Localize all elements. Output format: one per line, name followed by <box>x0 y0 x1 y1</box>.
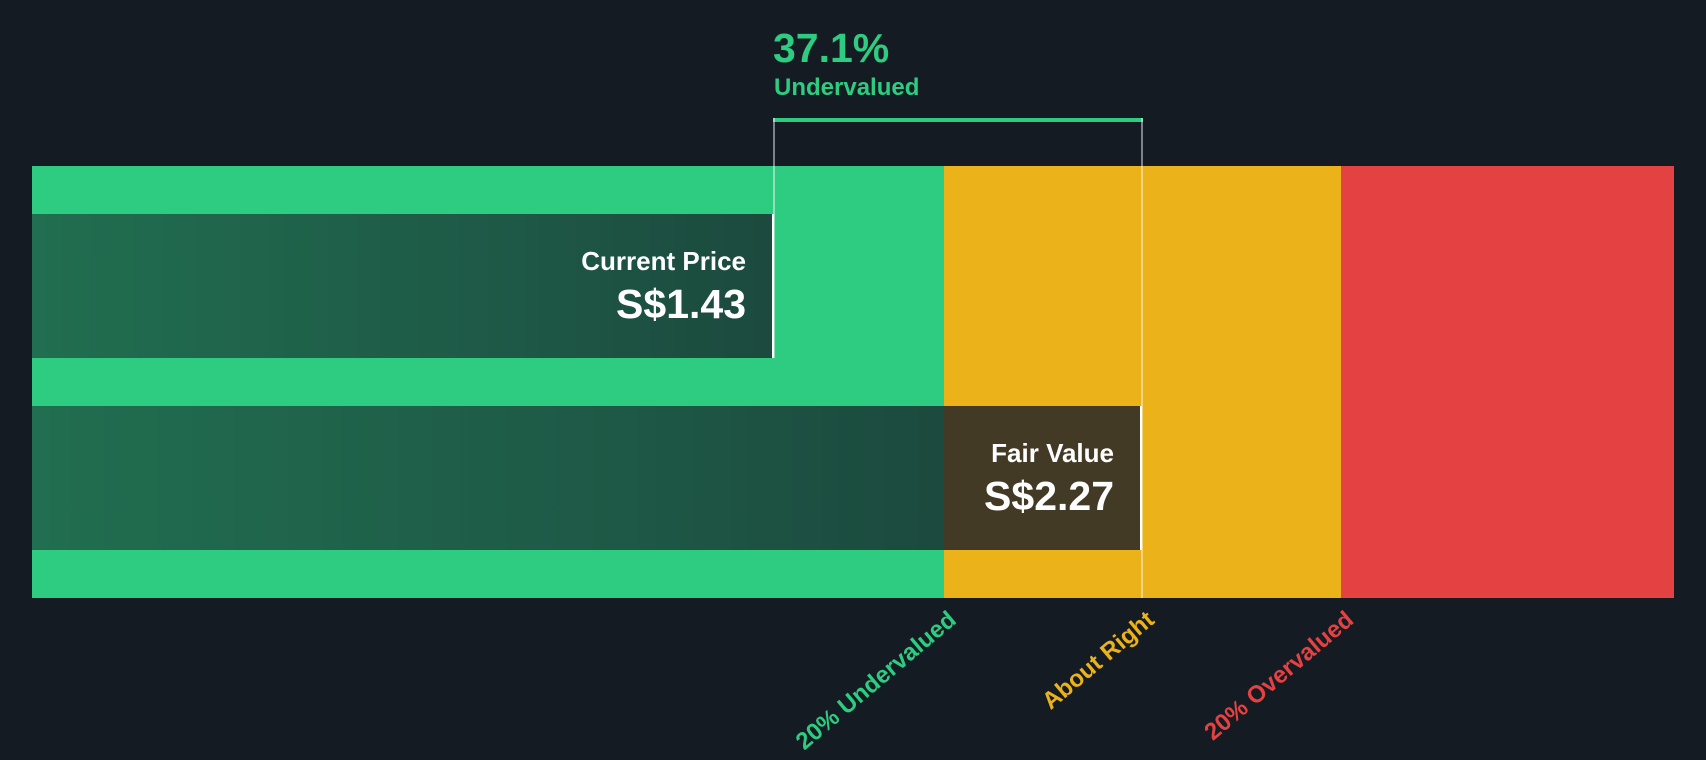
fair-value-edge <box>1140 406 1142 550</box>
zone-label-undervalued: 20% Undervalued <box>790 606 962 756</box>
fair-value-bar <box>32 406 944 550</box>
current-price-edge <box>772 214 774 358</box>
fair-value-value: S$2.27 <box>984 473 1114 519</box>
fair-value-bar-segment <box>944 406 1142 550</box>
fair-value-title: Fair Value <box>991 438 1114 468</box>
undervalued-status: Undervalued <box>774 74 920 101</box>
zone-label-overvalued: 20% Overvalued <box>1198 606 1359 746</box>
fair-value-label-block: Fair Value S$2.27 <box>984 438 1114 520</box>
current-price-label-block: Current Price S$1.43 <box>581 246 746 328</box>
fair-value-marker-line <box>1141 118 1143 598</box>
current-price-value: S$1.43 <box>616 281 746 327</box>
undervalued-percent: 37.1% <box>773 25 890 71</box>
zone-overvalued <box>1341 166 1674 598</box>
current-price-title: Current Price <box>581 246 746 276</box>
current-price-bar <box>32 214 773 358</box>
current-price-marker-line <box>773 118 775 358</box>
difference-bracket-top <box>773 118 1143 122</box>
zone-label-about-right: About Right <box>1036 606 1160 715</box>
